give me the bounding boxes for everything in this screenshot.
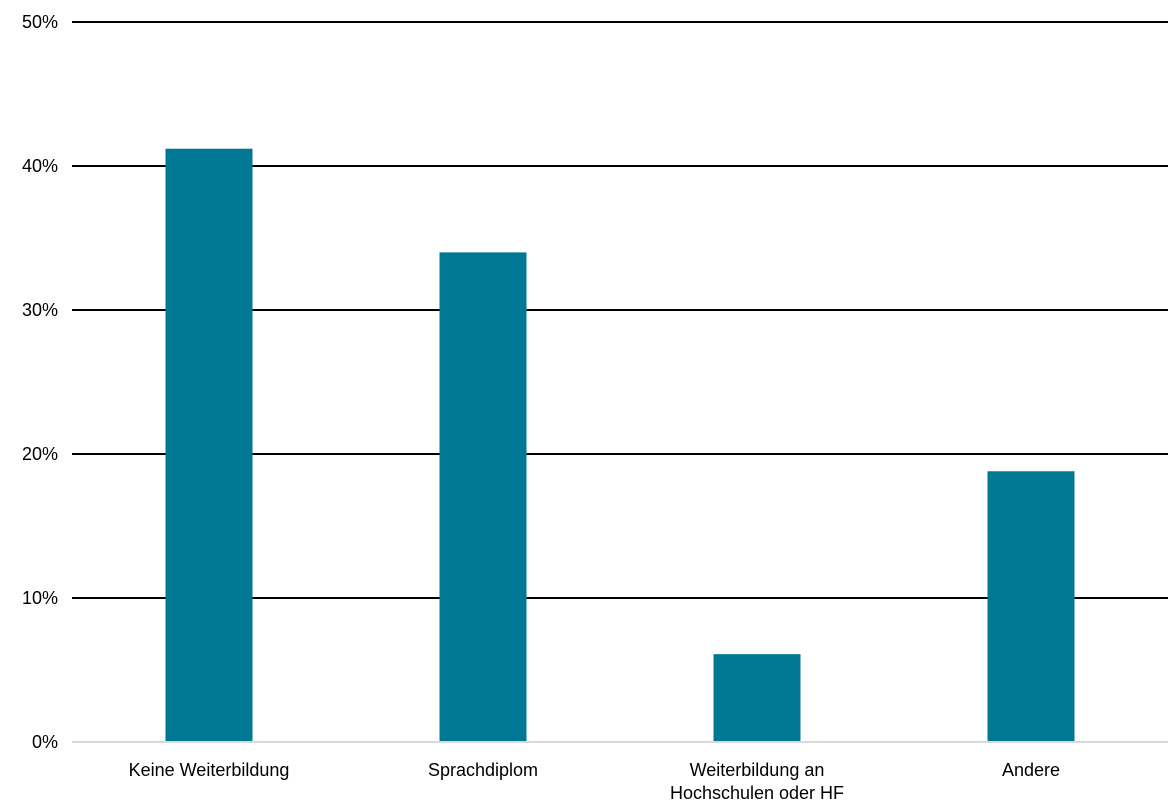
x-category-label: Weiterbildung an Hochschulen oder HF [670, 760, 844, 802]
bars [166, 149, 1075, 742]
x-category-label: Keine Weiterbildung [129, 760, 290, 780]
x-category-label: Sprachdiplom [428, 760, 538, 780]
y-tick-label: 40% [22, 156, 58, 176]
y-axis-tick-labels: 0% 10% 20% 30% 40% 50% [22, 12, 58, 752]
bar [440, 252, 527, 742]
x-category-label: Andere [1002, 760, 1060, 780]
x-axis-category-labels: Keine Weiterbildung Sprachdiplom Weiterbil… [129, 760, 1060, 802]
y-tick-label: 0% [32, 732, 58, 752]
x-category-label-line: Hochschulen oder HF [670, 783, 844, 802]
y-tick-label: 20% [22, 444, 58, 464]
bar [714, 654, 801, 742]
x-category-label-line: Andere [1002, 760, 1060, 780]
y-tick-label: 10% [22, 588, 58, 608]
x-category-label-line: Keine Weiterbildung [129, 760, 290, 780]
bar [166, 149, 253, 742]
y-tick-label: 30% [22, 300, 58, 320]
x-category-label-line: Sprachdiplom [428, 760, 538, 780]
y-tick-label: 50% [22, 12, 58, 32]
bar [988, 471, 1075, 742]
x-category-label-line: Weiterbildung an [690, 760, 825, 780]
